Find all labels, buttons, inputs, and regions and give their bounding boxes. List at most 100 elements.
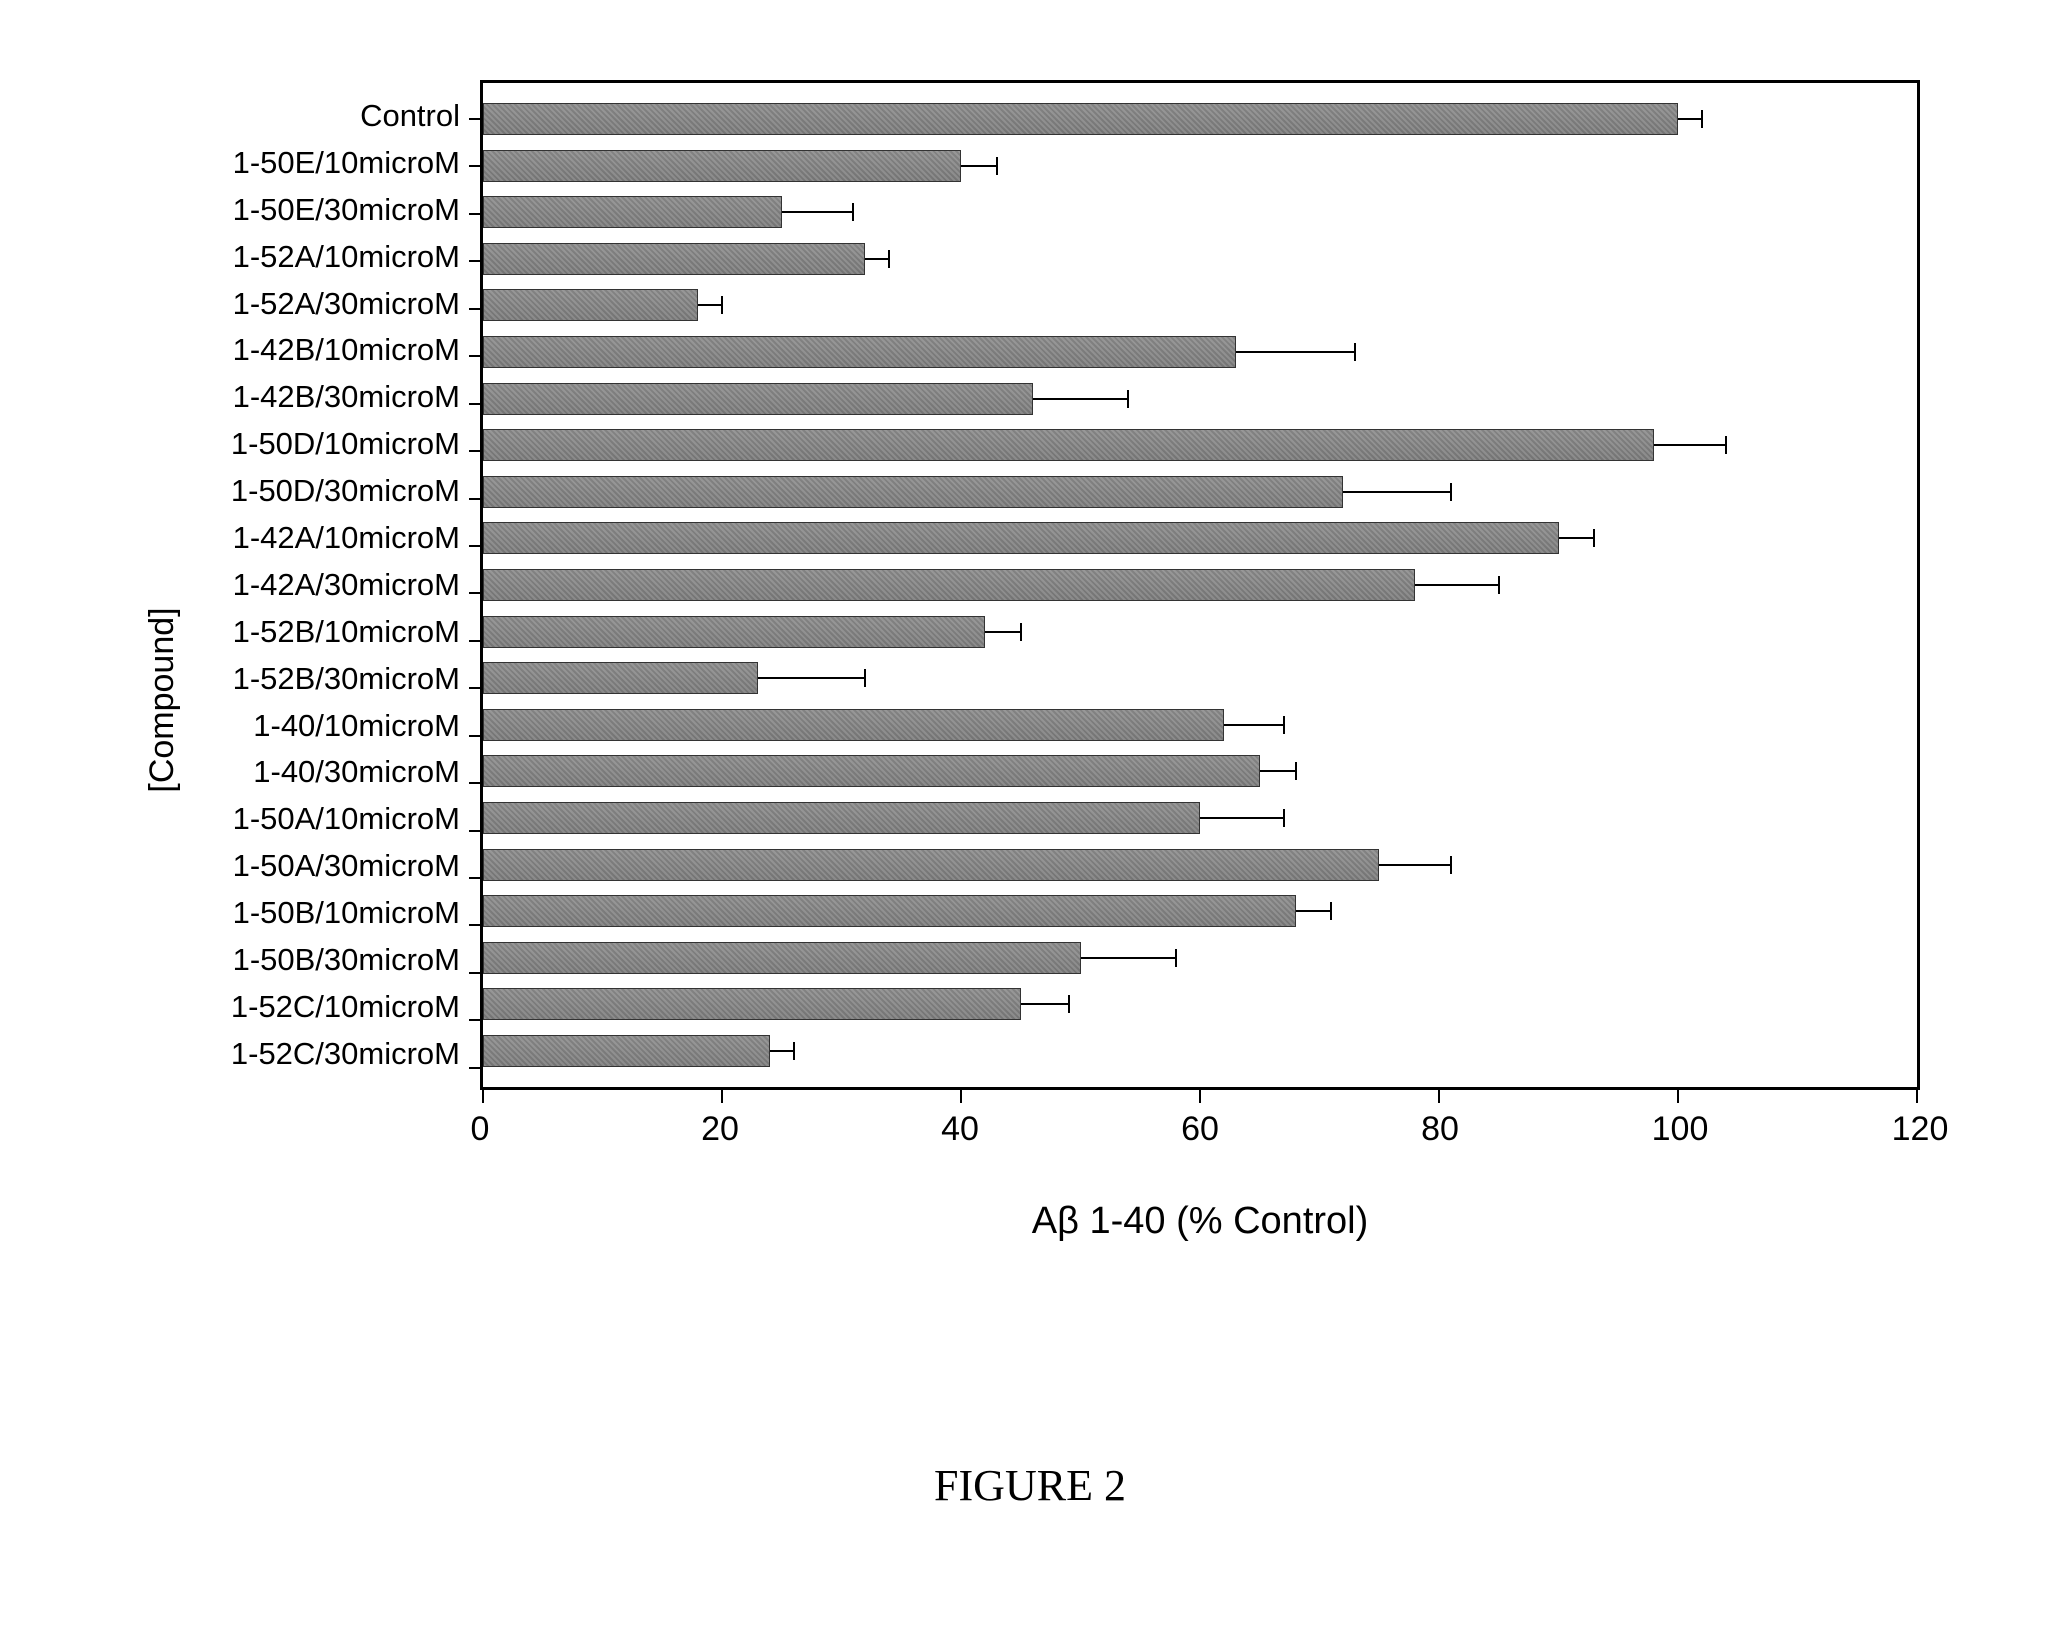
bar-row [483, 800, 1917, 836]
error-cap [1175, 949, 1177, 967]
y-tick-mark [469, 213, 483, 215]
y-tick-label: 1-52B/30microM [80, 661, 470, 697]
page: [Compound] Control1-50E/10microM1-50E/30… [0, 0, 2056, 1627]
y-tick-mark [469, 165, 483, 167]
y-tick-label: 1-52B/10microM [80, 614, 470, 650]
y-tick-label: 1-50A/30microM [80, 848, 470, 884]
bar-row [483, 241, 1917, 277]
y-tick-label: 1-52C/10microM [80, 989, 470, 1025]
x-ticks [483, 1087, 1917, 1103]
error-cap [1725, 436, 1727, 454]
error-bar [1021, 1003, 1069, 1005]
y-tick-mark [469, 592, 483, 594]
bar-row [483, 520, 1917, 556]
x-tick [960, 1087, 962, 1103]
y-tick-mark [469, 640, 483, 642]
error-bar [1415, 584, 1499, 586]
error-bar [961, 165, 997, 167]
bar [483, 1035, 770, 1067]
error-bar [698, 304, 722, 306]
error-cap [1283, 809, 1285, 827]
error-cap [1450, 483, 1452, 501]
y-tick-label: 1-50D/10microM [80, 426, 470, 462]
x-tick [1916, 1087, 1918, 1103]
bar-row [483, 287, 1917, 323]
y-tick-label: 1-40/10microM [80, 708, 470, 744]
bar [483, 103, 1678, 135]
bar [483, 243, 865, 275]
y-tick-mark [469, 877, 483, 879]
error-bar [1379, 864, 1451, 866]
y-tick-mark [469, 972, 483, 974]
y-tick-label: 1-42A/10microM [80, 520, 470, 556]
error-cap [1295, 762, 1297, 780]
y-axis-title: [Compound] [143, 607, 182, 792]
y-tick-mark [469, 782, 483, 784]
y-tick-label: Control [80, 98, 470, 134]
bar-row [483, 940, 1917, 976]
bar [483, 802, 1200, 834]
y-tick-mark [469, 403, 483, 405]
error-cap [864, 669, 866, 687]
figure-caption: FIGURE 2 [80, 1460, 1980, 1511]
bar-row [483, 1033, 1917, 1069]
bar-row [483, 474, 1917, 510]
bar-row [483, 148, 1917, 184]
x-tick-label: 20 [701, 1110, 739, 1149]
x-tick-label: 100 [1652, 1110, 1709, 1149]
error-bar [985, 631, 1021, 633]
bar [483, 383, 1033, 415]
x-tick [482, 1087, 484, 1103]
x-tick [1677, 1087, 1679, 1103]
bar [483, 942, 1081, 974]
bar [483, 895, 1296, 927]
y-tick-mark [469, 687, 483, 689]
y-tick-marks [469, 101, 483, 1069]
bars-container [483, 101, 1917, 1069]
error-bar [1296, 910, 1332, 912]
y-tick-mark [469, 450, 483, 452]
error-cap [1450, 856, 1452, 874]
error-cap [1701, 110, 1703, 128]
error-cap [1330, 902, 1332, 920]
y-tick-label: 1-50D/30microM [80, 473, 470, 509]
bar-row [483, 753, 1917, 789]
error-cap [1593, 529, 1595, 547]
y-tick-label: 1-50B/30microM [80, 942, 470, 978]
error-bar [758, 677, 866, 679]
error-bar [1236, 351, 1356, 353]
x-tick-label: 40 [941, 1110, 979, 1149]
y-tick-label: 1-42B/10microM [80, 332, 470, 368]
error-cap [1020, 623, 1022, 641]
error-bar [1678, 118, 1702, 120]
bar-row [483, 427, 1917, 463]
error-cap [721, 296, 723, 314]
bar-row [483, 660, 1917, 696]
x-tick-label: 0 [471, 1110, 490, 1149]
bar-row [483, 707, 1917, 743]
plot-area [480, 80, 1920, 1090]
y-tick-label: 1-40/30microM [80, 754, 470, 790]
bar [483, 196, 782, 228]
bar [483, 476, 1343, 508]
bar [483, 988, 1021, 1020]
error-bar [1081, 957, 1177, 959]
error-cap [1354, 343, 1356, 361]
bar [483, 849, 1379, 881]
bar [483, 289, 698, 321]
y-tick-label: 1-50B/10microM [80, 895, 470, 931]
bar [483, 755, 1260, 787]
error-bar [770, 1050, 794, 1052]
bar-row [483, 847, 1917, 883]
bar-row [483, 614, 1917, 650]
x-tick [1438, 1087, 1440, 1103]
y-tick-mark [469, 118, 483, 120]
plot-outer [480, 80, 1920, 1090]
x-tick-label: 80 [1421, 1110, 1459, 1149]
y-tick-mark [469, 260, 483, 262]
error-bar [1224, 724, 1284, 726]
y-tick-label: 1-50E/30microM [80, 192, 470, 228]
x-axis-title: Aβ 1-40 (% Control) [480, 1200, 1920, 1243]
y-tick-label: 1-52A/30microM [80, 286, 470, 322]
y-tick-label: 1-42B/30microM [80, 379, 470, 415]
